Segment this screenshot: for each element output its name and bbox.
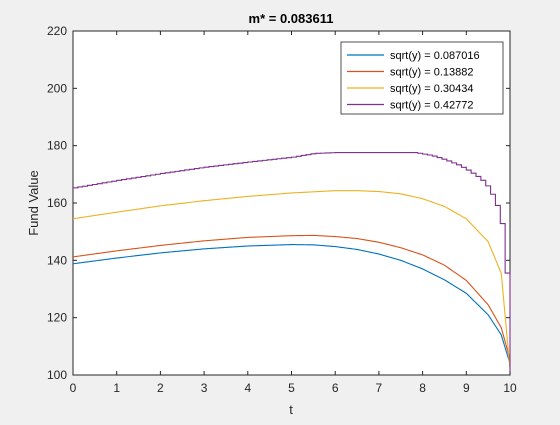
series-line-3 <box>72 190 511 370</box>
y-tick-label: 160 <box>47 196 67 210</box>
x-tick-label: 0 <box>70 381 77 395</box>
series-line-4 <box>73 152 511 375</box>
y-tick-label: 220 <box>47 24 67 38</box>
y-axis-ticks: 100 120 140 160 180 200 220 <box>47 24 510 382</box>
legend-box <box>340 41 504 115</box>
y-axis-label: Fund Value <box>26 170 41 236</box>
y-tick-label: 180 <box>47 139 67 153</box>
x-tick-label: 7 <box>376 381 383 395</box>
x-tick-label: 2 <box>157 381 164 395</box>
legend-items: sqrt(y) = 0.087016 sqrt(y) = 0.13882 sqrt(… <box>347 50 480 112</box>
x-tick-label: 5 <box>288 381 295 395</box>
x-axis-label: t <box>289 402 293 417</box>
x-tick-label: 1 <box>113 381 120 395</box>
legend-label-3: sqrt(y) = 0.30434 <box>390 83 473 95</box>
legend-label-1: sqrt(y) = 0.087016 <box>390 50 480 62</box>
x-tick-label: 8 <box>419 381 426 395</box>
x-tick-label: 3 <box>201 381 208 395</box>
y-tick-label: 120 <box>47 311 67 325</box>
x-tick-label: 10 <box>503 381 517 395</box>
legend: sqrt(y) = 0.087016 sqrt(y) = 0.13882 sqrt(… <box>340 41 504 115</box>
legend-label-4: sqrt(y) = 0.42772 <box>390 100 473 112</box>
y-tick-label: 140 <box>47 253 67 267</box>
series-line-2 <box>72 234 511 360</box>
chart-title: m* = 0.083611 <box>249 11 334 26</box>
x-tick-label: 4 <box>244 381 251 395</box>
series-layer <box>72 152 511 375</box>
y-tick-label: 100 <box>47 368 67 382</box>
x-tick-label: 6 <box>332 381 339 395</box>
legend-label-2: sqrt(y) = 0.13882 <box>390 67 473 79</box>
y-tick-label: 200 <box>47 81 67 95</box>
x-tick-label: 9 <box>463 381 470 395</box>
x-axis-ticks: 0 1 2 3 4 5 6 7 8 9 10 <box>70 31 517 395</box>
series-line-1 <box>72 244 511 364</box>
